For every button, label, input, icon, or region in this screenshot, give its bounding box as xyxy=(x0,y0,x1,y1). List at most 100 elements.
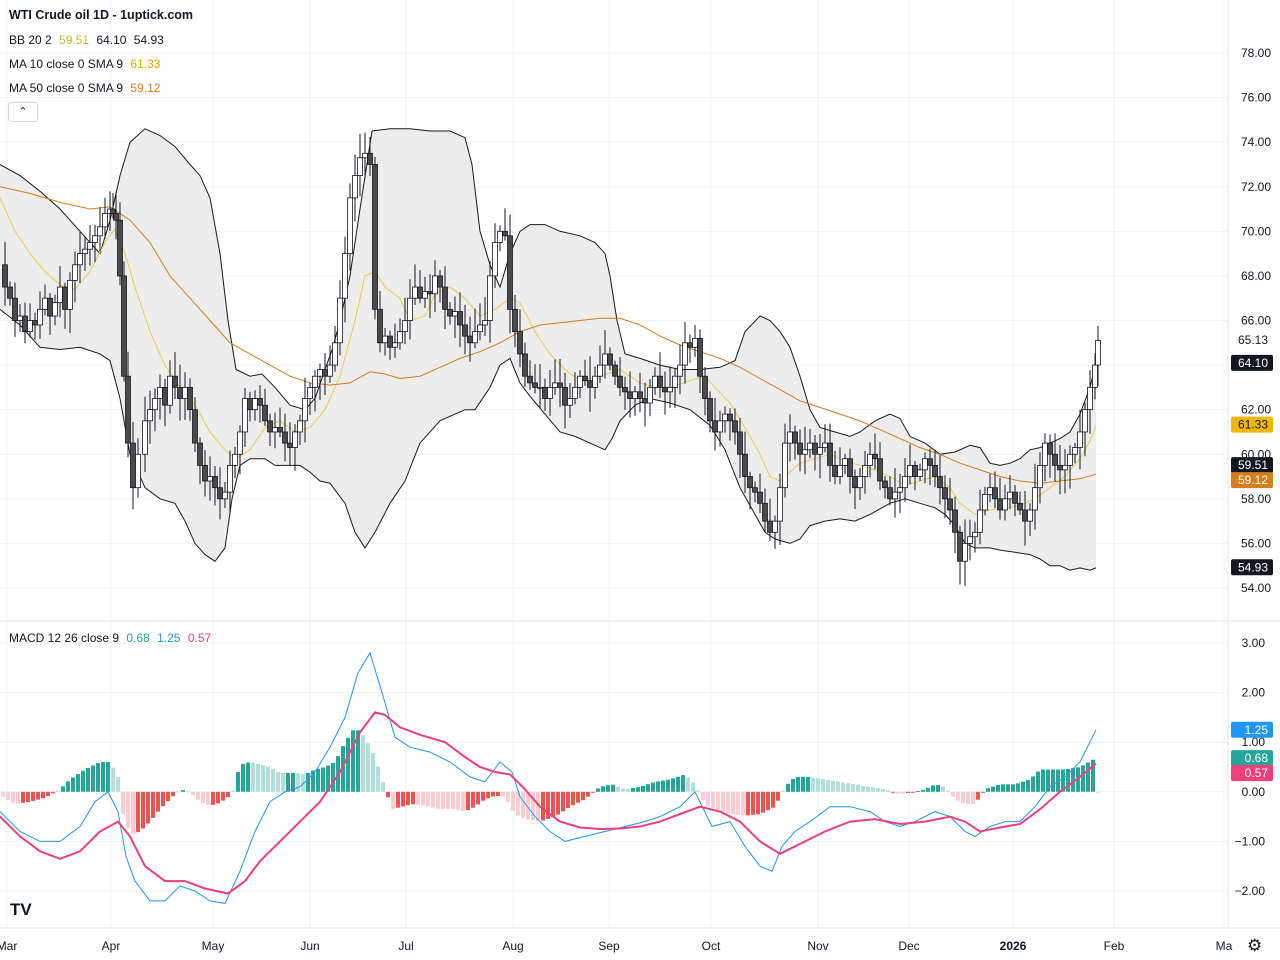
macd-histogram-bar xyxy=(461,791,465,812)
candle-down xyxy=(737,431,743,455)
price-value-badge-label: 61.33 xyxy=(1238,418,1268,432)
candle-down xyxy=(562,386,568,406)
macd-histogram-bar xyxy=(1061,769,1065,792)
macd-histogram-bar xyxy=(191,791,195,795)
macd-histogram-bar xyxy=(871,787,875,792)
time-tick-label: Dec xyxy=(898,939,919,953)
tradingview-logo-icon[interactable]: TV xyxy=(10,900,32,919)
macd-tick-label: 2.00 xyxy=(1242,686,1266,700)
collapse-legend-button[interactable]: ⌃ xyxy=(8,102,38,122)
macd-histogram-bar xyxy=(521,791,525,819)
candle-up xyxy=(1062,464,1068,471)
candle-down xyxy=(697,337,703,377)
candle-up xyxy=(182,386,188,399)
gear-icon[interactable]: ⚙ xyxy=(1247,936,1263,955)
macd-histogram-bar xyxy=(731,791,735,815)
candle-up xyxy=(407,297,413,321)
time-tick-label: 2026 xyxy=(1000,939,1027,953)
macd-histogram-bar xyxy=(321,767,325,792)
candle-down xyxy=(702,375,708,399)
macd-signal-line xyxy=(0,711,1097,895)
macd-histogram-bar xyxy=(586,791,590,797)
macd-histogram-bar xyxy=(526,791,530,820)
macd-histogram-bar xyxy=(566,791,570,809)
candle-down xyxy=(947,498,953,511)
candle-down xyxy=(757,491,763,504)
candle-down xyxy=(462,324,468,337)
macd-histogram-bar xyxy=(296,773,300,792)
macd-histogram-bar xyxy=(751,791,755,815)
macd-histogram-bar xyxy=(486,791,490,799)
price-tick-label: 74.00 xyxy=(1241,135,1271,149)
macd-histogram-bar xyxy=(711,791,715,809)
macd-histogram-bar xyxy=(121,791,125,815)
price-value-badge-label: 54.93 xyxy=(1238,560,1268,574)
macd-legend[interactable]: MACD 12 26 close 9 0.68 1.25 0.57 xyxy=(9,631,215,645)
macd-histogram-bar xyxy=(506,791,510,802)
ma50-legend[interactable]: MA 50 close 0 SMA 9 59.12 xyxy=(9,81,164,95)
time-tick-label: Aug xyxy=(502,939,523,953)
macd-histogram-bar xyxy=(791,778,795,792)
candle-down xyxy=(767,520,773,533)
macd-histogram-bar xyxy=(836,781,840,792)
macd-histogram-bar xyxy=(961,791,965,804)
macd-histogram-bar xyxy=(771,791,775,808)
macd-histogram-bar xyxy=(146,791,150,824)
price-value-badge xyxy=(1231,559,1273,576)
macd-histogram-bar xyxy=(166,791,170,802)
macd-histogram-bar xyxy=(741,791,745,816)
macd-histogram-bar xyxy=(221,791,225,801)
macd-tick-label: 3.00 xyxy=(1242,636,1266,650)
candle-down xyxy=(812,442,818,455)
macd-histogram-bar xyxy=(641,785,645,792)
macd-histogram-bar xyxy=(331,763,335,792)
candle-up xyxy=(862,464,868,477)
candle-up xyxy=(357,157,363,177)
macd-histogram-bar xyxy=(691,782,695,792)
macd-histogram-bar xyxy=(1056,769,1060,792)
candle-down xyxy=(457,311,463,326)
candle-down xyxy=(687,342,693,348)
macd-histogram-bar xyxy=(246,762,250,792)
candle-up xyxy=(337,297,343,344)
ma10-legend[interactable]: MA 10 close 0 SMA 9 61.33 xyxy=(9,57,164,71)
macd-histogram-bar xyxy=(761,791,765,813)
macd-histogram-bar xyxy=(21,791,25,803)
macd-histogram-bar xyxy=(116,776,120,792)
candle-up xyxy=(842,458,848,466)
macd-histogram-bar xyxy=(446,791,450,810)
candle-down xyxy=(427,291,433,295)
bb-legend[interactable]: BB 20 2 59.51 64.10 54.93 xyxy=(9,33,168,47)
macd-histogram-bar xyxy=(66,781,70,792)
macd-histogram-bar xyxy=(1011,784,1015,792)
macd-histogram-bar xyxy=(846,783,850,792)
candle-up xyxy=(772,520,778,533)
macd-histogram-bar xyxy=(421,791,425,806)
candle-up xyxy=(1042,442,1048,466)
candle-up xyxy=(102,213,108,228)
candle-up xyxy=(42,297,48,310)
macd-histogram-bar xyxy=(301,774,305,792)
candle-up xyxy=(327,364,333,377)
candle-up xyxy=(592,375,598,388)
candle-up xyxy=(242,398,248,433)
candle-up xyxy=(402,320,408,333)
macd-histogram-bar xyxy=(186,791,190,793)
macd-histogram-bar xyxy=(956,791,960,801)
candle-up xyxy=(397,331,403,344)
macd-histogram-bar xyxy=(381,782,385,792)
macd-histogram-bar xyxy=(426,791,430,807)
candle-down xyxy=(617,375,623,388)
macd-histogram-bar xyxy=(261,765,265,792)
candle-down xyxy=(130,442,136,489)
candle-up xyxy=(492,242,498,277)
price-tick-label: 76.00 xyxy=(1241,91,1271,105)
macd-histogram-bar xyxy=(816,778,820,792)
macd-hist-value: 0.68 xyxy=(126,631,150,645)
candle-up xyxy=(692,337,698,348)
price-value-badge xyxy=(1231,472,1273,489)
time-tick-label: Oct xyxy=(702,939,721,953)
macd-value-badge-label: 0.57 xyxy=(1245,766,1269,780)
macd-histogram-bar xyxy=(1006,784,1010,792)
